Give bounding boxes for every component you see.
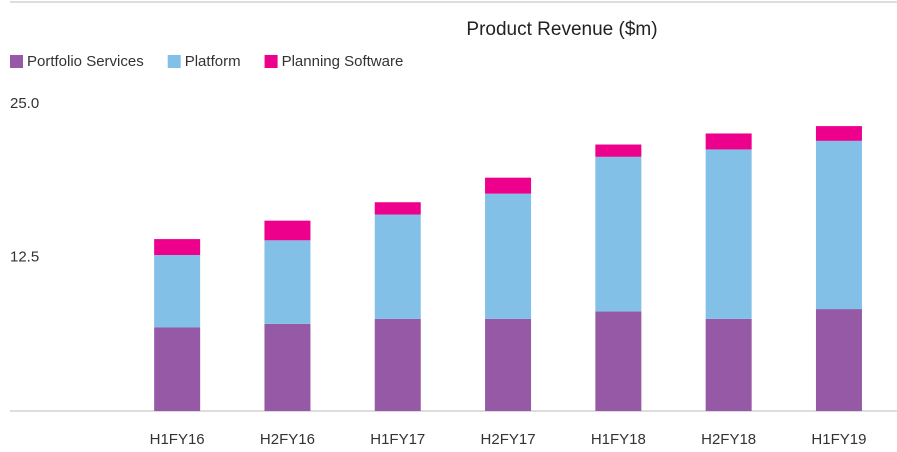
bar-segment <box>595 156 642 312</box>
bar-segment <box>374 214 421 319</box>
legend-swatch <box>167 55 181 68</box>
bar-segment <box>154 255 201 328</box>
bar-segment <box>595 144 642 157</box>
chart-title: Product Revenue ($m) <box>466 19 657 40</box>
bar-segment <box>485 318 532 411</box>
bar-segment <box>595 311 642 411</box>
bar-segment <box>264 240 311 324</box>
bar-segment <box>815 309 862 411</box>
x-tick-label: H1FY18 <box>591 431 646 448</box>
bar-segment <box>815 140 862 310</box>
legend-label: Platform <box>185 53 241 70</box>
bar-segment <box>485 193 532 319</box>
legend-label: Portfolio Services <box>27 53 144 70</box>
x-tick-label: H1FY19 <box>811 431 866 448</box>
x-tick-label: H1FY17 <box>370 431 425 448</box>
legend-label: Planning Software <box>282 53 404 70</box>
legend-swatch <box>264 55 278 68</box>
bar-segment <box>154 327 201 411</box>
y-tick-label: 12.5 <box>10 248 39 265</box>
x-tick-label: H1FY16 <box>150 431 205 448</box>
x-tick-label: H2FY16 <box>260 431 315 448</box>
y-tick-label: 25.0 <box>10 95 39 112</box>
bar-segment <box>705 318 752 411</box>
bar-segment <box>705 149 752 319</box>
legend-swatch <box>10 55 23 68</box>
bar-segment <box>264 220 311 241</box>
bar-segment <box>485 177 532 194</box>
bar-segment <box>815 126 862 141</box>
x-tick-label: H2FY18 <box>701 431 756 448</box>
bar-segment <box>264 323 311 411</box>
x-tick-label: H2FY17 <box>481 431 536 448</box>
bar-segment <box>705 133 752 150</box>
bar-segment <box>374 202 421 215</box>
bar-segment <box>374 318 421 411</box>
bar-segment <box>154 239 201 256</box>
